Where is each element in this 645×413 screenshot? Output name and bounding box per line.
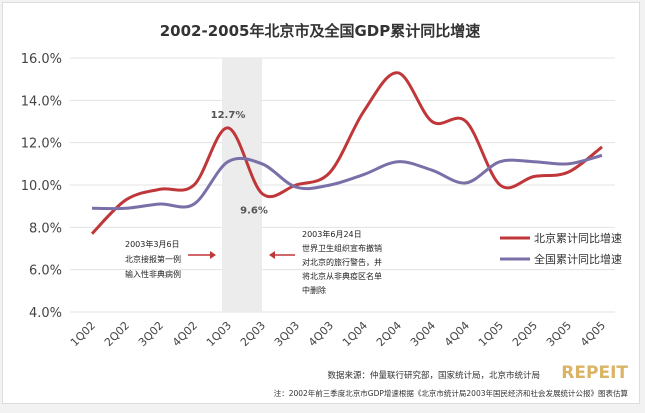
- data-label: 9.6%: [240, 205, 268, 216]
- note-text: 注：2002年前三季度北京市GDP增速根据《北京市统计局2003年国民经济和社会…: [274, 388, 629, 398]
- x-tick-label: 3Q05: [544, 319, 574, 349]
- x-tick-label: 3Q04: [408, 319, 438, 349]
- y-tick-label: 10.0%: [21, 179, 62, 194]
- x-tick-label: 3Q03: [272, 319, 302, 349]
- x-tick-label: 4Q02: [170, 319, 200, 349]
- x-tick-label: 2Q04: [374, 319, 404, 349]
- y-tick-label: 14.0%: [21, 94, 62, 109]
- x-tick-label: 2Q05: [510, 319, 540, 349]
- x-tick-label: 3Q02: [136, 319, 166, 349]
- annotation-line: 北京接报第一例: [125, 254, 181, 264]
- beijing-gdp-line: [90, 71, 603, 235]
- annotation-line: 世界卫生组织宣布撤销: [302, 243, 382, 253]
- annotation-line: 对北京的旅行警告，并: [302, 257, 382, 267]
- legend-label: 北京累计同比增速: [534, 231, 622, 245]
- y-tick-label: 16.0%: [21, 52, 62, 67]
- x-tick-label: 1Q05: [476, 319, 506, 349]
- arrow-right-head: [210, 251, 216, 259]
- legend-label: 全国累计同比增速: [534, 252, 622, 266]
- x-tick-label: 1Q03: [204, 319, 234, 349]
- annotation-line: 2003年3月6日: [125, 239, 180, 249]
- arrow-left-head: [269, 251, 275, 259]
- annotation-line: 输入性非典病例: [125, 269, 181, 279]
- data-label: 12.7%: [211, 110, 246, 121]
- y-tick-label: 8.0%: [29, 221, 62, 236]
- annotation-who-travel-warning: 2003年6月24日世界卫生组织宣布撤销对北京的旅行警告，并将北京从非典疫区名单…: [302, 229, 382, 295]
- x-tick-label: 1Q04: [340, 319, 370, 349]
- source-text: 数据来源：仲量联行研究部，国家统计局，北京市统计局: [327, 370, 540, 381]
- y-tick-label: 12.0%: [21, 137, 62, 152]
- x-tick-label: 1Q02: [68, 319, 98, 349]
- x-tick-label: 4Q05: [578, 319, 608, 349]
- y-tick-label: 6.0%: [29, 264, 62, 279]
- national-gdp-line: [91, 153, 603, 211]
- watermark-logo: REPEIT: [561, 363, 628, 383]
- chart-title: 2002-2005年北京市及全国GDP累计同比增速: [160, 22, 480, 40]
- annotation-line: 2003年6月24日: [302, 229, 362, 239]
- x-tick-label: 4Q03: [306, 319, 336, 349]
- annotation-line: 将北京从非典疫区名单: [302, 271, 382, 281]
- chart-card: [2, 2, 640, 404]
- x-tick-label: 4Q04: [442, 319, 472, 349]
- x-tick-label: 2Q03: [238, 319, 268, 349]
- y-tick-label: 4.0%: [29, 306, 62, 321]
- annotation-line: 中删除: [302, 285, 326, 295]
- x-tick-label: 2Q02: [102, 319, 132, 349]
